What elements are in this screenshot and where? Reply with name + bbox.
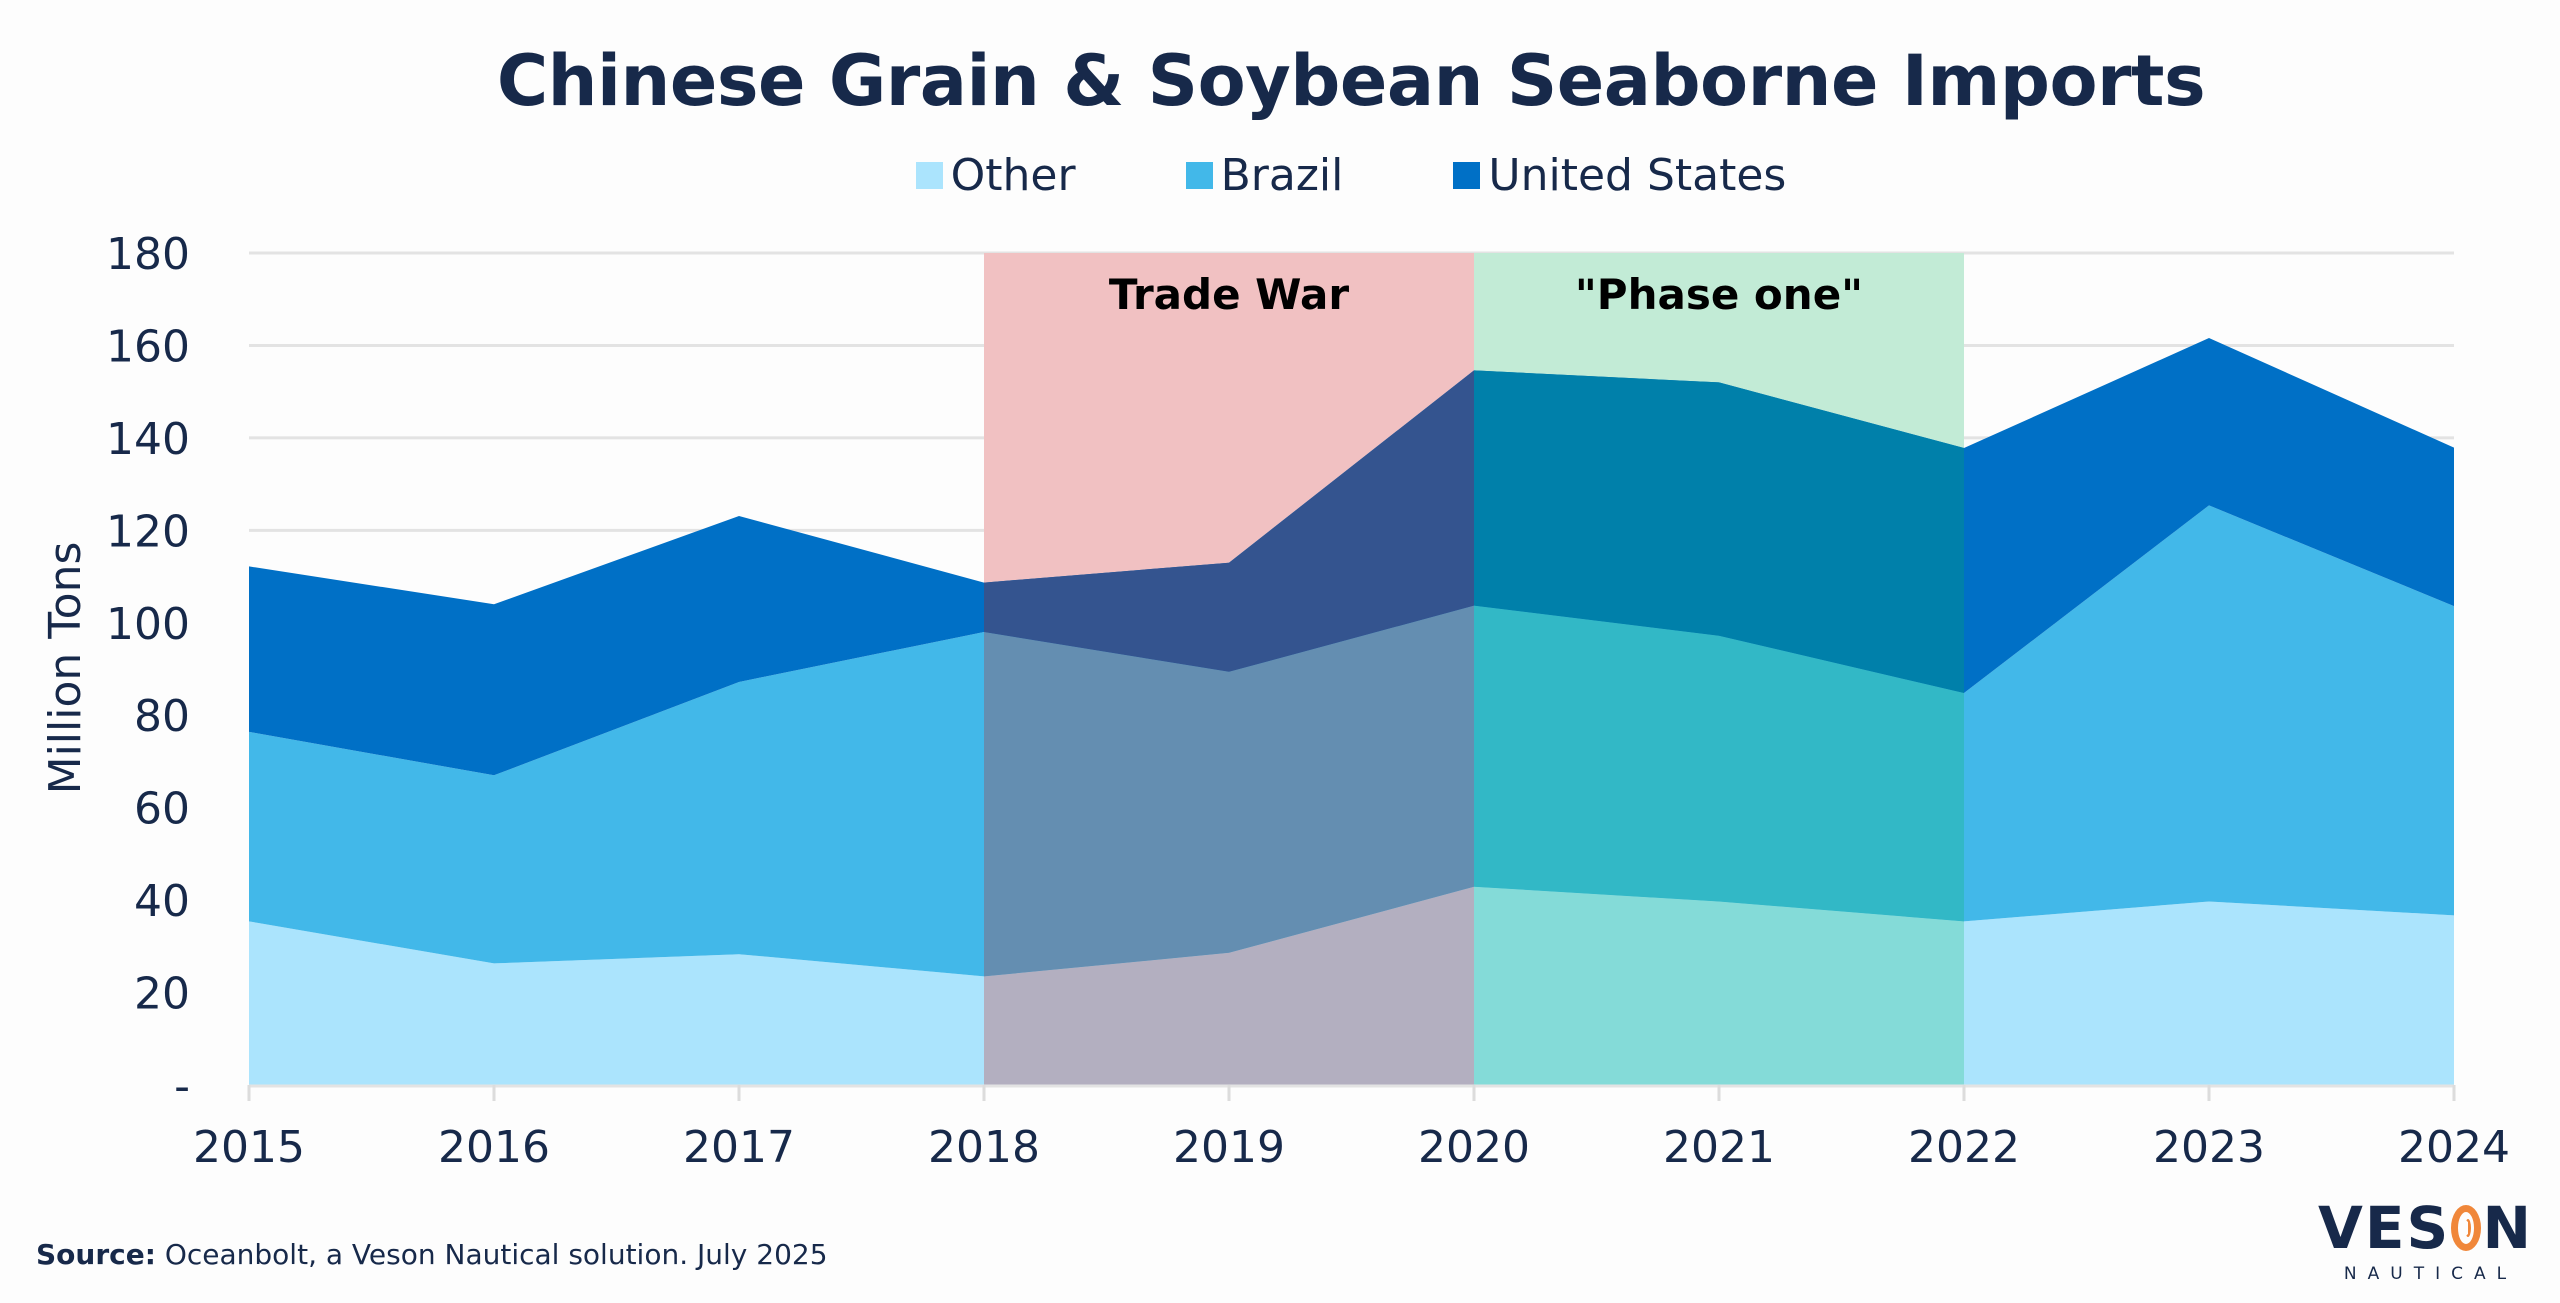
period-label: Trade War — [1109, 270, 1349, 319]
source-note: Source: Oceanbolt, a Veson Nautical solu… — [36, 1238, 828, 1271]
y-tick-label: 180 — [106, 229, 190, 280]
x-tick-label: 2022 — [1908, 1122, 2020, 1173]
axes: 2015 2016 2017 2018 2019 2020 2021 2022 2023 2024… — [106, 229, 2510, 1173]
legend-item-united-states: United States — [1453, 150, 1786, 201]
y-tick-label: - — [174, 1061, 190, 1112]
x-tick-label: 2019 — [1173, 1122, 1285, 1173]
y-tick-label: 20 — [134, 969, 190, 1020]
x-tick-label: 2018 — [928, 1122, 1040, 1173]
chart-title: Chinese Grain & Soybean Seaborne Imports — [496, 40, 2206, 122]
x-tick-label: 2023 — [2153, 1122, 2265, 1173]
legend-swatch-brazil — [1185, 162, 1213, 189]
x-tick-label: 2015 — [193, 1122, 305, 1173]
legend-item-brazil: Brazil — [1185, 150, 1344, 201]
period-label: "Phase one" — [1575, 270, 1863, 319]
shaded-area-brazil — [984, 605, 1474, 977]
logo-wordmark: VES N — [2318, 1198, 2533, 1258]
x-tick-label: 2021 — [1663, 1122, 1775, 1173]
y-tick-label: 160 — [106, 321, 190, 372]
y-tick-label: 100 — [106, 599, 190, 650]
shaded-area-united-states — [984, 370, 1474, 672]
legend-swatch-united-states — [1453, 162, 1481, 189]
shaded-period-areas — [984, 370, 1964, 1085]
legend: Other Brazil United States — [0, 150, 2560, 201]
y-tick-label: 140 — [106, 414, 190, 465]
logo-text-right: N — [2482, 1194, 2533, 1262]
shaded-area-brazil — [1474, 605, 1964, 922]
logo-subtitle: NAUTICAL — [2343, 1264, 2518, 1284]
legend-label-brazil: Brazil — [1220, 150, 1344, 201]
shaded-area-other — [1474, 886, 1964, 1085]
x-tick-label: 2024 — [2398, 1122, 2510, 1173]
x-tick-label: 2020 — [1418, 1122, 1530, 1173]
legend-item-other: Other — [915, 150, 1076, 201]
y-tick-label: 60 — [134, 784, 190, 835]
source-text: Oceanbolt, a Veson Nautical solution. Ju… — [155, 1238, 828, 1271]
y-tick-label: 80 — [134, 691, 190, 742]
legend-swatch-other — [915, 162, 943, 189]
x-tick-label: 2016 — [438, 1122, 550, 1173]
shaded-area-other — [984, 886, 1474, 1085]
veson-nautical-logo: VES N NAUTICAL — [2318, 1198, 2533, 1284]
y-tick-label: 120 — [106, 506, 190, 557]
legend-label-united-states: United States — [1488, 150, 1787, 201]
source-prefix: Source: — [36, 1238, 156, 1271]
y-axis-label: Million Tons — [40, 542, 91, 795]
period-annotations: Trade War "Phase one" — [1109, 270, 1863, 319]
swirl-o-icon — [2451, 1205, 2482, 1251]
logo-text-left: VES — [2318, 1194, 2451, 1262]
x-tick-label: 2017 — [683, 1122, 795, 1173]
legend-label-other: Other — [950, 150, 1076, 201]
shaded-area-united-states — [1474, 370, 1964, 694]
y-tick-label: 40 — [134, 876, 190, 927]
